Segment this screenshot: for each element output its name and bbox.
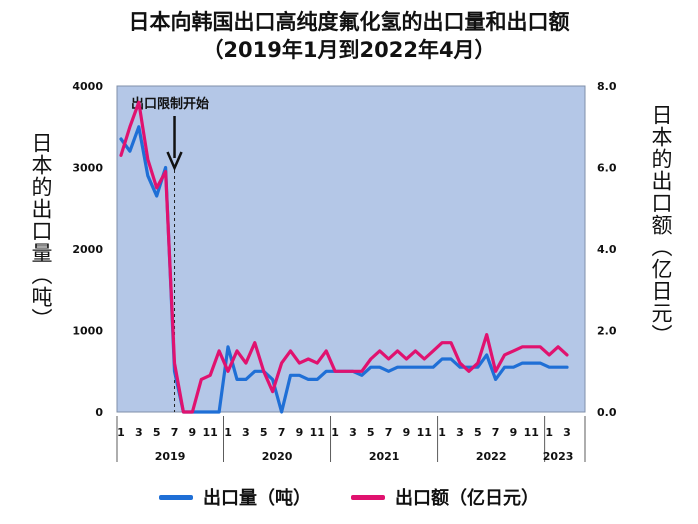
legend-swatch-volume: [159, 494, 193, 500]
x-tick-month: 5: [260, 426, 268, 439]
x-tick-month: 3: [563, 426, 571, 439]
x-tick-month: 11: [203, 426, 218, 439]
x-tick-month: 3: [242, 426, 250, 439]
x-tick-month: 5: [367, 426, 375, 439]
legend: 出口量（吨） 出口额（亿日元）: [0, 484, 698, 510]
chart-title: 日本向韩国出口高纯度氟化氢的出口量和出口额: [128, 10, 570, 34]
x-tick-month: 1: [224, 426, 232, 439]
y-axis-left-label: 日本的出口量（吨）: [29, 132, 53, 330]
series-line-value: [119, 100, 569, 414]
x-tick-month: 11: [310, 426, 325, 439]
x-tick-month: 9: [296, 426, 304, 439]
y-tick-right: 6.0: [597, 162, 617, 175]
x-tick-month: 9: [403, 426, 411, 439]
x-tick-year: 2021: [369, 450, 400, 463]
legend-label-volume: 出口量（吨）: [203, 488, 311, 509]
x-tick-month: 5: [474, 426, 482, 439]
x-tick-month: 3: [456, 426, 464, 439]
legend-swatch-value: [351, 494, 385, 500]
x-tick-month: 1: [331, 426, 339, 439]
y-tick-right: 4.0: [597, 243, 617, 256]
x-tick-year: 2022: [476, 450, 507, 463]
y-axis-right-label: 日本的出口额（亿日元）: [649, 104, 673, 346]
x-tick-month: 11: [417, 426, 432, 439]
y-tick-left: 1000: [72, 325, 103, 338]
x-tick-month: 7: [171, 426, 179, 439]
x-tick-month: 1: [117, 426, 125, 439]
x-tick-month: 9: [510, 426, 518, 439]
legend-item-value: 出口额（亿日元）: [351, 484, 539, 510]
x-tick-month: 1: [438, 426, 446, 439]
x-tick-year: 2019: [155, 450, 186, 463]
y-tick-right: 0.0: [597, 406, 617, 419]
y-tick-left: 3000: [72, 162, 103, 175]
x-tick-month: 5: [153, 426, 161, 439]
x-tick-month: 7: [385, 426, 393, 439]
x-tick-month: 1: [545, 426, 553, 439]
y-tick-left: 4000: [72, 80, 103, 93]
chart-subtitle: （2019年1月到2022年4月）: [202, 38, 496, 62]
x-tick-month: 7: [492, 426, 500, 439]
x-tick-month: 9: [189, 426, 197, 439]
legend-item-volume: 出口量（吨）: [159, 484, 311, 510]
annotation-text: 出口限制开始: [131, 96, 209, 112]
y-tick-right: 2.0: [597, 325, 617, 338]
x-tick-month: 3: [349, 426, 357, 439]
x-tick-month: 7: [278, 426, 286, 439]
plot-area: [116, 85, 586, 413]
x-tick-year: 2020: [262, 450, 293, 463]
x-tick-month: 11: [524, 426, 539, 439]
x-tick-month: 3: [135, 426, 143, 439]
y-tick-left: 0: [95, 406, 103, 419]
x-tick-year: 2023: [543, 450, 574, 463]
annotation-arrow-head: [166, 151, 183, 172]
y-tick-left: 2000: [72, 243, 103, 256]
legend-label-value: 出口额（亿日元）: [395, 488, 539, 509]
y-tick-right: 8.0: [597, 80, 617, 93]
